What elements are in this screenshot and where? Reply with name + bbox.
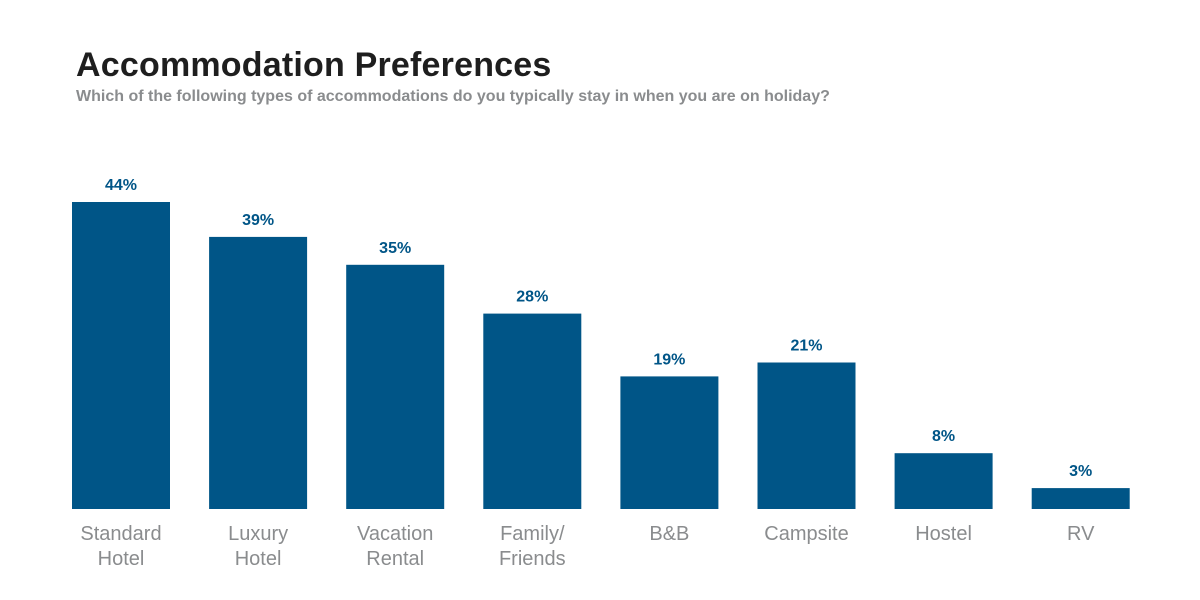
value-label-6: 8%	[932, 428, 955, 445]
bar-0	[72, 202, 170, 509]
category-label-2-1: Rental	[366, 548, 424, 570]
bars-group	[72, 202, 1130, 509]
category-label-0-1: Hotel	[98, 548, 145, 570]
value-label-4: 19%	[653, 351, 685, 368]
chart-title: Accommodation Preferences	[76, 46, 552, 84]
category-label-0-0: Standard	[80, 523, 161, 545]
value-label-7: 3%	[1069, 463, 1092, 480]
bar-1	[209, 236, 308, 509]
value-label-1: 39%	[242, 212, 274, 229]
category-label-3-0: Family/	[500, 523, 565, 545]
bar-6	[894, 453, 993, 509]
chart-subtitle: Which of the following types of accommod…	[76, 88, 830, 105]
category-label-4-0: B&B	[649, 523, 689, 545]
value-label-2: 35%	[379, 240, 411, 257]
bar-2	[346, 264, 445, 509]
category-label-3-1: Friends	[499, 548, 566, 570]
bar-4	[620, 376, 719, 509]
category-labels-group: Standard Hotel Luxury Hotel Vacation Rental Fa…	[80, 523, 1095, 570]
bar-3	[483, 313, 582, 509]
category-label-5-0: Campsite	[764, 523, 848, 545]
category-label-1-0: Luxury	[228, 523, 288, 545]
bar-5	[757, 362, 856, 509]
value-label-0: 44%	[105, 177, 137, 194]
category-label-7-0: RV	[1067, 523, 1095, 545]
category-label-2-0: Vacation	[357, 523, 433, 545]
bar-7	[1031, 488, 1130, 509]
category-label-6-0: Hostel	[915, 523, 972, 545]
value-label-5: 21%	[790, 338, 822, 355]
category-label-1-1: Hotel	[235, 548, 282, 570]
value-label-3: 28%	[516, 289, 548, 306]
value-labels-group: 44% 39% 35% 28% 19% 21% 8% 3%	[105, 177, 1092, 480]
